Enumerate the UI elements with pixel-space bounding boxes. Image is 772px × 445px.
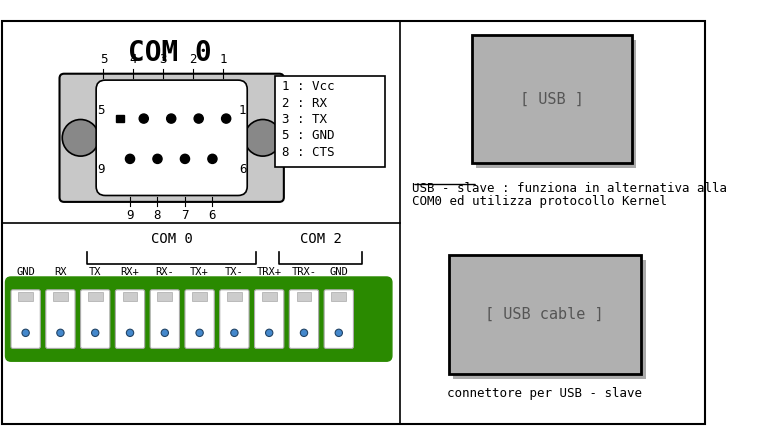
Text: 1: 1: [239, 104, 246, 117]
Text: 9: 9: [127, 209, 134, 222]
Bar: [449, 255, 641, 374]
Circle shape: [92, 329, 99, 336]
FancyBboxPatch shape: [59, 74, 284, 202]
FancyBboxPatch shape: [5, 277, 392, 361]
Text: 8: 8: [154, 209, 161, 222]
Bar: [476, 40, 636, 168]
Circle shape: [222, 114, 231, 123]
Circle shape: [245, 120, 281, 156]
FancyBboxPatch shape: [255, 290, 284, 348]
FancyBboxPatch shape: [324, 290, 354, 348]
Bar: [192, 291, 207, 301]
Text: 5: 5: [100, 53, 107, 66]
Text: COM 0: COM 0: [127, 39, 212, 67]
Circle shape: [63, 120, 99, 156]
FancyBboxPatch shape: [220, 290, 249, 348]
Text: TRX-: TRX-: [292, 267, 317, 277]
Text: COM0 ed utilizza protocollo Kernel: COM0 ed utilizza protocollo Kernel: [412, 195, 667, 209]
Text: TX+: TX+: [190, 267, 209, 277]
Bar: [117, 115, 124, 122]
Bar: [227, 291, 242, 301]
Bar: [157, 291, 172, 301]
Bar: [453, 259, 645, 379]
Circle shape: [167, 114, 176, 123]
Circle shape: [161, 329, 168, 336]
Text: 3 : TX: 3 : TX: [282, 113, 327, 126]
FancyBboxPatch shape: [151, 290, 179, 348]
Text: [ USB cable ]: [ USB cable ]: [486, 307, 604, 322]
Text: 5: 5: [96, 104, 104, 117]
FancyBboxPatch shape: [290, 290, 319, 348]
Circle shape: [231, 329, 238, 336]
Bar: [275, 76, 384, 167]
Bar: [19, 291, 33, 301]
FancyBboxPatch shape: [185, 290, 215, 348]
Circle shape: [125, 154, 134, 163]
FancyBboxPatch shape: [11, 290, 40, 348]
Text: 3: 3: [159, 53, 167, 66]
Circle shape: [181, 154, 190, 163]
Text: RX-: RX-: [155, 267, 174, 277]
Circle shape: [194, 114, 203, 123]
FancyBboxPatch shape: [46, 290, 75, 348]
Text: 8 : CTS: 8 : CTS: [282, 146, 334, 159]
Bar: [472, 35, 631, 163]
Text: 1: 1: [220, 53, 227, 66]
Text: 2: 2: [189, 53, 197, 66]
Text: 1 : Vcc: 1 : Vcc: [282, 80, 334, 93]
Circle shape: [57, 329, 64, 336]
Text: 5 : GND: 5 : GND: [282, 129, 334, 142]
Text: GND: GND: [16, 267, 35, 277]
Text: 2 : RX: 2 : RX: [282, 97, 327, 109]
Text: TX-: TX-: [225, 267, 244, 277]
Circle shape: [127, 329, 134, 336]
Text: 7: 7: [181, 209, 188, 222]
FancyBboxPatch shape: [115, 290, 144, 348]
Text: TX: TX: [89, 267, 101, 277]
Text: TRX+: TRX+: [257, 267, 282, 277]
Circle shape: [208, 154, 217, 163]
Text: 6: 6: [239, 163, 246, 176]
Bar: [53, 291, 68, 301]
Text: 4: 4: [129, 53, 137, 66]
Bar: [123, 291, 137, 301]
Circle shape: [22, 329, 29, 336]
Text: RX: RX: [54, 267, 66, 277]
Text: RX+: RX+: [120, 267, 140, 277]
Bar: [331, 291, 346, 301]
FancyBboxPatch shape: [80, 290, 110, 348]
Bar: [88, 291, 103, 301]
Circle shape: [335, 329, 343, 336]
Text: GND: GND: [330, 267, 348, 277]
Text: 9: 9: [96, 163, 104, 176]
Circle shape: [300, 329, 308, 336]
Text: 6: 6: [208, 209, 216, 222]
Text: [ USB ]: [ USB ]: [520, 92, 584, 107]
Bar: [262, 291, 276, 301]
Text: USB - slave : funziona in alternativa alla: USB - slave : funziona in alternativa al…: [412, 182, 727, 195]
Circle shape: [139, 114, 148, 123]
Circle shape: [196, 329, 203, 336]
Text: COM 0: COM 0: [151, 232, 193, 246]
Circle shape: [153, 154, 162, 163]
Bar: [296, 291, 311, 301]
Circle shape: [266, 329, 273, 336]
FancyBboxPatch shape: [96, 80, 247, 195]
Text: COM 2: COM 2: [300, 232, 341, 246]
Text: connettore per USB - slave: connettore per USB - slave: [447, 387, 642, 400]
